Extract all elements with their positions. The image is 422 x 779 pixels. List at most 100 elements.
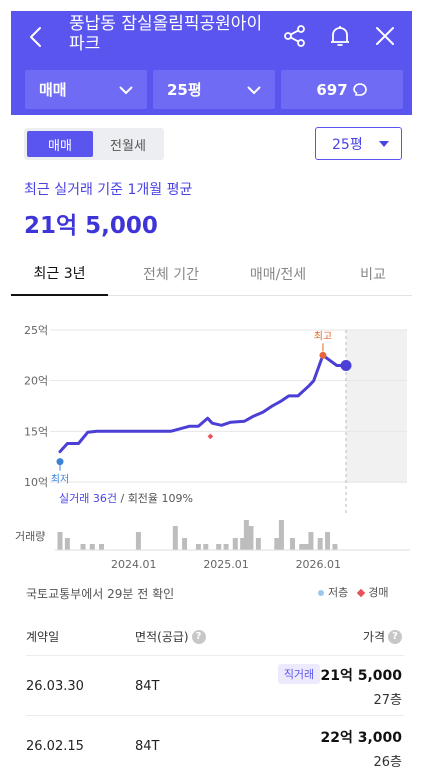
volume-bar (289, 538, 295, 550)
volume-bar (195, 544, 201, 550)
volume-bar (325, 532, 331, 550)
x-tick-label: 2024.01 (111, 558, 157, 571)
table-row-price: 22억 3,000 (320, 730, 402, 746)
average-price: 21억 5,000 (24, 213, 158, 239)
volume-bar (172, 526, 178, 550)
price-line (58, 353, 348, 454)
average-label: 최근 실거래 기준 1개월 평균 (24, 182, 193, 198)
chevron-left-icon[interactable] (25, 25, 49, 49)
table-row-floor: 27층 (373, 693, 402, 708)
header: 풍납동 잠실올림픽공원아이파크 매매 25평 697 (11, 11, 412, 115)
y-axis-ticks: 25억 20억 15억 10억 (24, 324, 48, 489)
volume-bar (64, 538, 70, 550)
tab-recent-3y[interactable]: 최근 3년 (11, 252, 108, 296)
tab-all-period[interactable]: 전체 기간 (143, 267, 199, 283)
help-icon[interactable]: ? (191, 629, 206, 644)
low-label: 최저 (51, 474, 69, 486)
tab-compare[interactable]: 비교 (360, 267, 386, 283)
deal-count: 실거래 36건 (59, 492, 117, 505)
y-tick-label: 15억 (24, 425, 48, 438)
toggle-sale[interactable]: 매매 (27, 131, 93, 157)
volume-bar (89, 544, 95, 550)
chart-legend: 저층 경매 (318, 584, 389, 600)
volume-bar (232, 538, 238, 550)
close-icon[interactable] (373, 24, 397, 48)
chat-bubble-icon (352, 82, 367, 96)
source-text: 국토교통부에서 29분 전 확인 (26, 587, 175, 601)
volume-bar (274, 538, 280, 550)
caret-down-icon (379, 140, 389, 147)
divider (26, 655, 404, 656)
legend-low: 저층 (318, 584, 348, 600)
volume-bar (182, 538, 188, 550)
volume-bar (223, 544, 229, 550)
period-tabs: 최근 3년 전체 기간 매매/전세 비교 (11, 252, 412, 296)
x-tick-label: 2025.01 (203, 558, 249, 571)
y-tick-label: 10억 (24, 476, 48, 489)
volume-bar (243, 520, 249, 550)
low-point (56, 458, 64, 466)
volume-bar (80, 544, 86, 550)
volume-bar (255, 538, 261, 550)
volume-bar (216, 544, 222, 550)
table-row-floor: 26층 (373, 755, 402, 770)
table-row-date: 26.02.15 (26, 739, 84, 754)
toggle-rent[interactable]: 전월세 (110, 138, 146, 154)
volume-label: 거래량 (15, 530, 46, 543)
future-shade (346, 330, 407, 483)
volume-bar (317, 538, 323, 550)
dot-icon (318, 590, 324, 596)
legend-auction: 경매 (357, 584, 389, 600)
table-row-area: 84T (135, 679, 160, 694)
col-header-date: 계약일 (26, 630, 60, 644)
deal-stats: 실거래 36건 / 회전율 109% (59, 492, 193, 505)
table-row-price: 21억 5,000 (320, 668, 402, 684)
help-icon[interactable]: ? (388, 629, 402, 644)
volume-bar (135, 532, 141, 550)
volume-bar (299, 544, 305, 550)
share-icon[interactable] (282, 23, 308, 49)
page-title: 풍납동 잠실올림픽공원아이파크 (69, 14, 263, 54)
col-header-price: 가격? (363, 628, 402, 645)
area-dropdown-label: 25평 (332, 136, 363, 153)
price-chart: 25억 20억 15억 10억 2024.01 2025.01 2026.01 최저 최고 (24, 324, 410, 571)
x-tick-label: 2026.01 (296, 558, 342, 571)
table-row-area: 84T (135, 739, 160, 754)
chevron-down-icon (247, 85, 261, 94)
trade-type-select[interactable]: 매매 (25, 70, 147, 109)
volume-bar (332, 544, 338, 550)
talk-button[interactable]: 697 (281, 70, 403, 109)
trade-type-label: 매매 (39, 81, 67, 99)
volume-bar (203, 544, 209, 550)
high-label: 최고 (314, 330, 332, 342)
volume-bar (248, 526, 254, 550)
talk-count: 697 (316, 80, 348, 99)
table-row-date: 26.03.30 (26, 679, 84, 694)
y-tick-label: 20억 (24, 375, 48, 388)
auction-point (207, 433, 214, 440)
diamond-icon (357, 588, 366, 598)
direct-deal-badge: 직거래 (278, 664, 320, 684)
divider (26, 715, 404, 716)
volume-bar (303, 544, 309, 550)
volume-bar (240, 538, 246, 550)
high-point (319, 351, 327, 359)
volume-bar (99, 544, 105, 550)
current-point (340, 359, 352, 371)
area-dropdown[interactable]: 25평 (315, 127, 402, 160)
volume-bar (308, 532, 314, 550)
pyeong-label: 25평 (167, 81, 202, 99)
col-header-area: 면적(공급)? (135, 628, 206, 645)
x-axis-ticks: 2024.01 2025.01 2026.01 (111, 558, 341, 571)
turnover-rate: 회전율 109% (127, 492, 193, 505)
pyeong-select[interactable]: 25평 (153, 70, 275, 109)
tab-sale-lease[interactable]: 매매/전세 (249, 267, 307, 283)
chevron-down-icon (119, 85, 133, 94)
volume-bar (278, 520, 284, 550)
volume-bar (57, 532, 63, 550)
sale-rent-toggle: 매매 전월세 (24, 128, 164, 160)
volume-bars (57, 520, 338, 550)
y-tick-label: 25억 (24, 324, 48, 337)
bell-icon[interactable] (327, 23, 353, 49)
chart-marks: 최저 최고 (51, 330, 352, 486)
